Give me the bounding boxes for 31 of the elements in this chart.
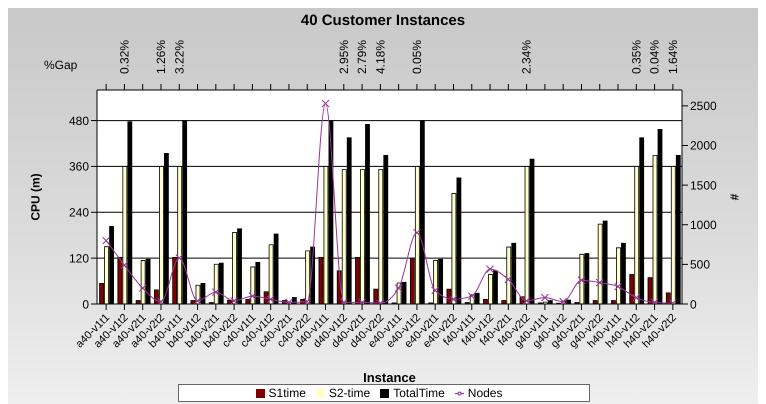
- y2-tick-label: 1500: [690, 178, 718, 192]
- y2-tick-label: 2000: [690, 138, 718, 153]
- annotation: 0.32%: [117, 40, 132, 74]
- y-tick-label: 0: [82, 297, 90, 312]
- y-tick-label: 240: [68, 206, 90, 220]
- y2-tick-label: 1000: [690, 218, 718, 232]
- legend-label: S2-time: [328, 386, 370, 400]
- annotation: 2.79%: [355, 40, 370, 74]
- annotation: 2.34%: [520, 40, 534, 74]
- y2-axis-title: #: [727, 193, 742, 200]
- legend-label: TotalTime: [393, 386, 445, 400]
- y-tick-label: 120: [68, 251, 90, 266]
- x-axis-title: Instance: [363, 370, 416, 385]
- annotation: 2.95%: [336, 40, 351, 74]
- chart-title: 40 Customer Instances: [300, 12, 466, 29]
- legend-label: S1time: [268, 386, 306, 400]
- legend-label: Nodes: [468, 386, 502, 400]
- annotation: 1.26%: [154, 40, 168, 74]
- annotation: 0.05%: [410, 40, 424, 74]
- y-tick-label: 480: [68, 114, 90, 128]
- annotation: 1.64%: [666, 40, 680, 74]
- y2-tick-label: 0: [690, 297, 697, 312]
- y-axis-title: CPU (m): [28, 173, 42, 221]
- text: %Gap: [44, 58, 78, 72]
- annotation: 0.04%: [648, 40, 662, 74]
- annotation: 4.18%: [373, 40, 388, 74]
- annotation: 0.35%: [629, 40, 644, 74]
- y-tick-label: 360: [68, 160, 90, 174]
- annotation: 3.22%: [172, 40, 186, 74]
- y2-tick-label: 500: [690, 258, 710, 272]
- y2-tick-label: 2500: [690, 99, 718, 114]
